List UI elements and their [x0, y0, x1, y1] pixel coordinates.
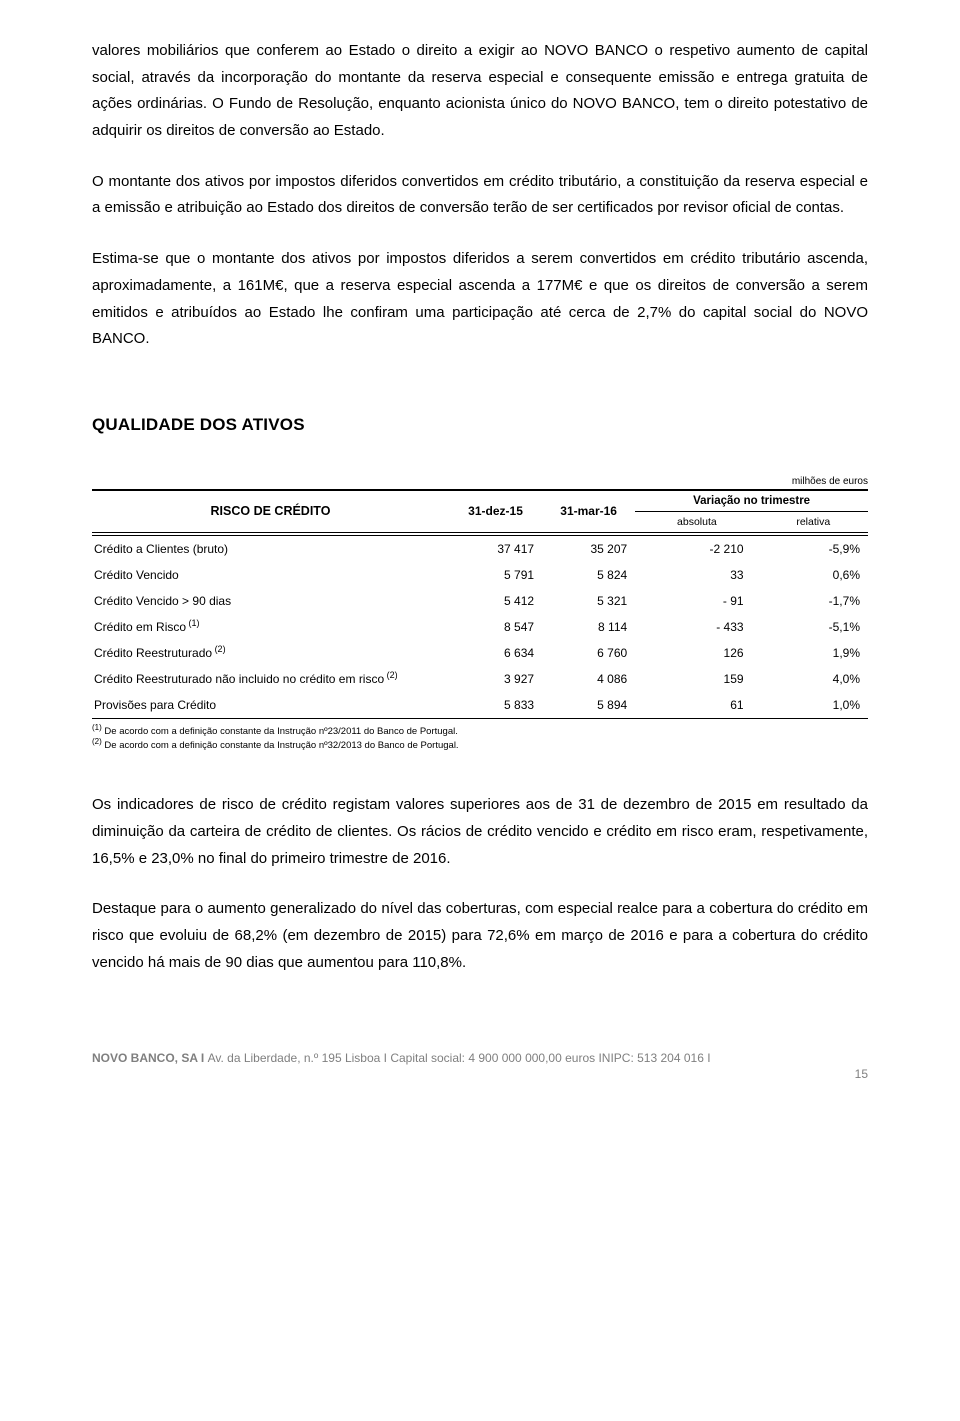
table-row: Crédito Vencido5 7915 824330,6%: [92, 562, 868, 588]
row-superscript: (2): [384, 670, 398, 680]
table-header: RISCO DE CRÉDITO 31-dez-15 31-mar-16 Var…: [92, 491, 868, 532]
cell-value: -5,9%: [752, 536, 868, 562]
body-paragraph: O montante dos ativos por impostos difer…: [92, 169, 868, 222]
footnote-text: De acordo com a definição constante da I…: [102, 740, 459, 751]
table-units: milhões de euros: [92, 477, 868, 487]
table-row: Crédito a Clientes (bruto)37 41735 207-2…: [92, 536, 868, 562]
cell-value: 159: [635, 666, 751, 692]
cell-value: 5 833: [449, 692, 542, 718]
cell-value: -2 210: [635, 536, 751, 562]
header-sub-abs: absoluta: [635, 511, 758, 532]
body-paragraph: Destaque para o aumento generalizado do …: [92, 896, 868, 976]
table-row: Crédito Reestruturado não incluido no cr…: [92, 666, 868, 692]
table-body: Crédito a Clientes (bruto)37 41735 207-2…: [92, 536, 868, 718]
cell-value: 1,0%: [752, 692, 868, 718]
cell-value: 1,9%: [752, 640, 868, 666]
footnote-marker: (2): [92, 736, 102, 745]
body-paragraph: Os indicadores de risco de crédito regis…: [92, 792, 868, 872]
row-label: Crédito Reestruturado (2): [92, 640, 449, 666]
cell-value: 61: [635, 692, 751, 718]
row-label: Provisões para Crédito: [92, 692, 449, 718]
footer-rest: Av. da Liberdade, n.º 195 Lisboa I Capit…: [208, 1051, 711, 1065]
cell-value: 3 927: [449, 666, 542, 692]
cell-value: - 433: [635, 614, 751, 640]
cell-value: 33: [635, 562, 751, 588]
cell-value: 5 824: [542, 562, 635, 588]
page-footer: NOVO BANCO, SA I Av. da Liberdade, n.º 1…: [92, 1051, 868, 1065]
table-rule-bottom: [92, 718, 868, 719]
credit-risk-table: milhões de euros RISCO DE CRÉDITO 31-dez…: [92, 477, 868, 753]
header-sub-rel: relativa: [759, 511, 868, 532]
header-col-mar16: 31-mar-16: [542, 491, 635, 532]
row-label: Crédito Vencido > 90 dias: [92, 588, 449, 614]
row-label: Crédito em Risco (1): [92, 614, 449, 640]
cell-value: 37 417: [449, 536, 542, 562]
row-label: Crédito Reestruturado não incluido no cr…: [92, 666, 449, 692]
cell-value: 5 412: [449, 588, 542, 614]
cell-value: 4,0%: [752, 666, 868, 692]
table-row: Provisões para Crédito5 8335 894611,0%: [92, 692, 868, 718]
cell-value: 4 086: [542, 666, 635, 692]
row-label: Crédito Vencido: [92, 562, 449, 588]
cell-value: 6 634: [449, 640, 542, 666]
cell-value: -1,7%: [752, 588, 868, 614]
cell-value: 6 760: [542, 640, 635, 666]
cell-value: -5,1%: [752, 614, 868, 640]
cell-value: 8 547: [449, 614, 542, 640]
table-row: Crédito Reestruturado (2)6 6346 7601261,…: [92, 640, 868, 666]
footnote-text: De acordo com a definição constante da I…: [102, 726, 458, 737]
table-notes: (1) De acordo com a definição constante …: [92, 725, 868, 753]
section-heading: QUALIDADE DOS ATIVOS: [92, 415, 868, 435]
body-paragraph: valores mobiliários que conferem ao Esta…: [92, 38, 868, 145]
row-superscript: (2): [212, 644, 226, 654]
table-row: Crédito Vencido > 90 dias5 4125 321- 91-…: [92, 588, 868, 614]
cell-value: 5 894: [542, 692, 635, 718]
row-label: Crédito a Clientes (bruto): [92, 536, 449, 562]
footer-company: NOVO BANCO, SA I: [92, 1051, 208, 1065]
body-paragraph: Estima-se que o montante dos ativos por …: [92, 246, 868, 353]
cell-value: - 91: [635, 588, 751, 614]
cell-value: 8 114: [542, 614, 635, 640]
header-variation: Variação no trimestre: [635, 491, 868, 512]
header-main: RISCO DE CRÉDITO: [92, 491, 449, 532]
cell-value: 5 791: [449, 562, 542, 588]
cell-value: 126: [635, 640, 751, 666]
page-number: 15: [92, 1067, 868, 1081]
cell-value: 5 321: [542, 588, 635, 614]
cell-value: 35 207: [542, 536, 635, 562]
table-row: Crédito em Risco (1)8 5478 114- 433-5,1%: [92, 614, 868, 640]
footnote-marker: (1): [92, 723, 102, 732]
row-superscript: (1): [186, 618, 200, 628]
header-col-dec15: 31-dez-15: [449, 491, 542, 532]
cell-value: 0,6%: [752, 562, 868, 588]
